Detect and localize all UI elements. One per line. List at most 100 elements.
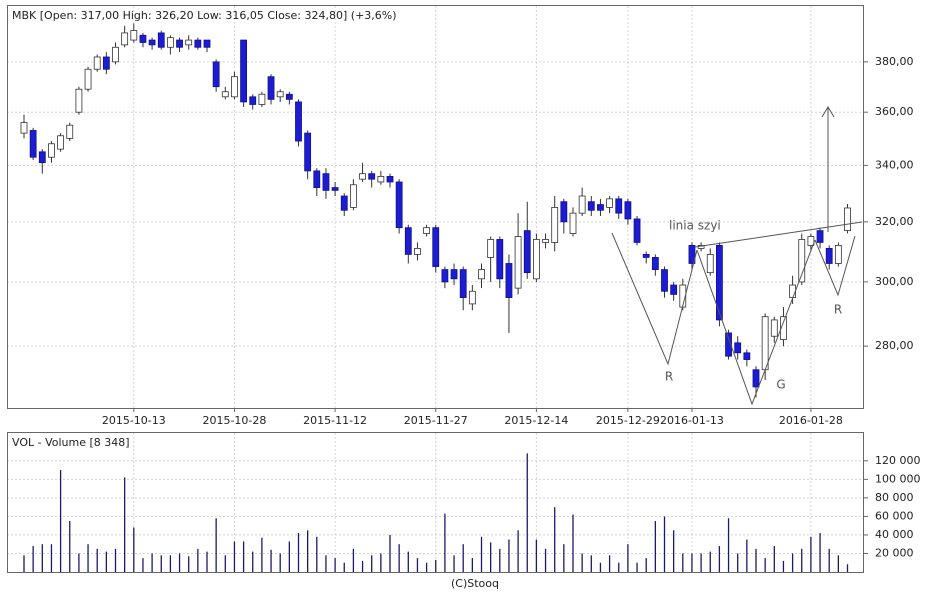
y-tick-label: 60 000 [875,509,914,522]
candle-body [276,91,284,98]
candle-body [432,227,440,267]
candle-body [84,68,92,90]
candle-body [441,269,449,283]
y-tick-label: 20 000 [875,546,914,559]
candle-body [624,201,632,220]
candle-body [322,173,330,191]
candle-body [825,247,833,264]
footer: (C)Stooq [451,577,499,590]
candle-body [578,195,586,214]
candle-body [459,269,467,298]
y-tick-label: 300,00 [875,275,914,288]
annotation: R [834,303,842,317]
candle-body [743,352,751,360]
candle-body [414,247,421,255]
candle-body [194,39,202,48]
x-tick-label: 2015-10-13 [102,414,166,427]
candle-body [725,332,732,357]
candle-body [716,245,723,321]
head-lines [696,239,816,406]
candle-body [551,207,559,243]
candle-body [130,30,138,41]
candle-body [670,284,678,295]
candle-body [487,239,495,258]
candle-body [157,32,165,48]
x-tick-label: 2015-11-12 [303,414,367,427]
candle-body [514,236,522,289]
candle-body [807,236,815,246]
candle-body [20,122,28,134]
candle-body [212,61,220,88]
candle-body [148,39,156,46]
candle-body [615,198,623,214]
y-tick-label: 320,00 [875,215,914,228]
candle-body [331,187,339,191]
candle-body [770,319,778,337]
candle-body [642,254,650,258]
candle-body [185,39,193,46]
y-tick-label: 380,00 [875,55,914,68]
candle-body [57,135,64,150]
candle-body [533,239,540,280]
candle-body [313,170,321,188]
price-frame [7,5,864,409]
candle-body [38,151,46,164]
candle-body [176,39,183,48]
candle-body [450,269,458,280]
candle-body [240,39,248,103]
candle-body [478,269,485,280]
candle-body [798,239,806,283]
candle-body [423,227,431,234]
x-tick-label: 2015-11-27 [404,414,468,427]
candle-body [404,227,412,255]
candle-body [523,230,531,274]
candle-body [661,269,668,292]
candle-body [569,212,577,234]
candle-body [688,245,696,264]
candle-body [349,184,357,208]
candle-body [203,39,211,48]
candle-body [816,230,824,243]
x-tick-label: 2016-01-13 [660,414,724,427]
x-tick-label: 2015-10-28 [202,414,266,427]
candle-body [377,176,385,183]
y-tick-label: 360,00 [875,105,914,118]
y-tick-label: 120 000 [875,454,921,467]
candle-body [48,143,55,158]
candle-body [221,91,229,98]
grid-layer [7,6,868,572]
candle-body [66,124,74,139]
candle-body [267,76,275,100]
candle-body [560,201,568,223]
candle-body [121,32,129,46]
right-shoulder-lines [611,232,698,366]
candle-body [761,316,769,371]
candle-body [395,181,403,229]
y-tick-label: 280,00 [875,339,914,352]
annotation: linia szyi [669,219,721,233]
candle-body [304,132,312,172]
candle-body [359,173,366,180]
candle-body [102,56,110,70]
candle-body [468,290,476,305]
candle-body [258,93,266,105]
x-tick-label: 2016-01-28 [779,414,843,427]
candle-body [780,316,787,340]
candle-body [249,96,257,105]
candle-body [93,56,101,70]
candle-body [368,173,376,180]
candle-body [295,101,302,142]
candle-body [606,198,613,208]
candle-body [340,195,348,211]
price-title: MBK [Open: 317,00 High: 326,20 Low: 316,… [12,9,397,22]
volume-frame [7,432,864,573]
neckline [694,221,863,248]
candle-body [166,37,174,48]
candle-body [542,239,549,243]
candle-body [112,46,119,63]
candle-body [496,239,504,280]
candle-body [651,257,659,270]
y-tick-label: 40 000 [875,528,914,541]
candle-body [734,342,742,354]
